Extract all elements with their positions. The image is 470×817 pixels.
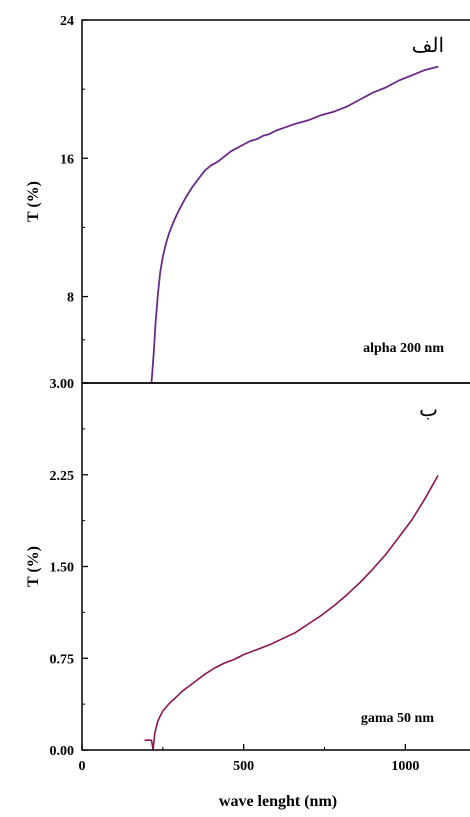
- y-tick-label: 3.00: [50, 377, 75, 392]
- y-tick-label: 24: [60, 14, 74, 29]
- chart-panel-top: 3.00 8 16 24 T (%) alpha 200 nm الف: [25, 14, 470, 392]
- y-tick-label: 16: [60, 152, 74, 167]
- annotation-alpha: alpha 200 nm: [363, 341, 444, 356]
- x-tick-label: 500: [233, 759, 254, 774]
- plot-frame-bottom: [81, 382, 470, 751]
- series-line-alpha: [150, 65, 439, 384]
- chart-panel-bottom: 0.00 0.75 1.50 2.25 0 500 1000 T (%) wave leng…: [25, 382, 470, 810]
- panel-label-top: الف: [412, 35, 444, 57]
- panel-label-bottom: ب: [419, 399, 438, 421]
- x-axis-label: wave lenght (nm): [219, 793, 337, 810]
- y-tick-label: 2.25: [50, 469, 75, 484]
- y-tick-label: 8: [67, 291, 74, 306]
- y-tick-label: 0.00: [50, 744, 75, 759]
- y-tick-label: 1.50: [50, 561, 75, 576]
- y-axis-label-top: T (%): [25, 181, 42, 222]
- y-tick-label: 0.75: [50, 652, 75, 667]
- series-line-gama: [144, 475, 439, 751]
- x-tick-label: 1000: [391, 759, 419, 774]
- y-axis-label-bottom: T (%): [25, 546, 42, 587]
- x-tick-label: 0: [79, 759, 86, 774]
- annotation-gama: gama 50 nm: [361, 711, 434, 726]
